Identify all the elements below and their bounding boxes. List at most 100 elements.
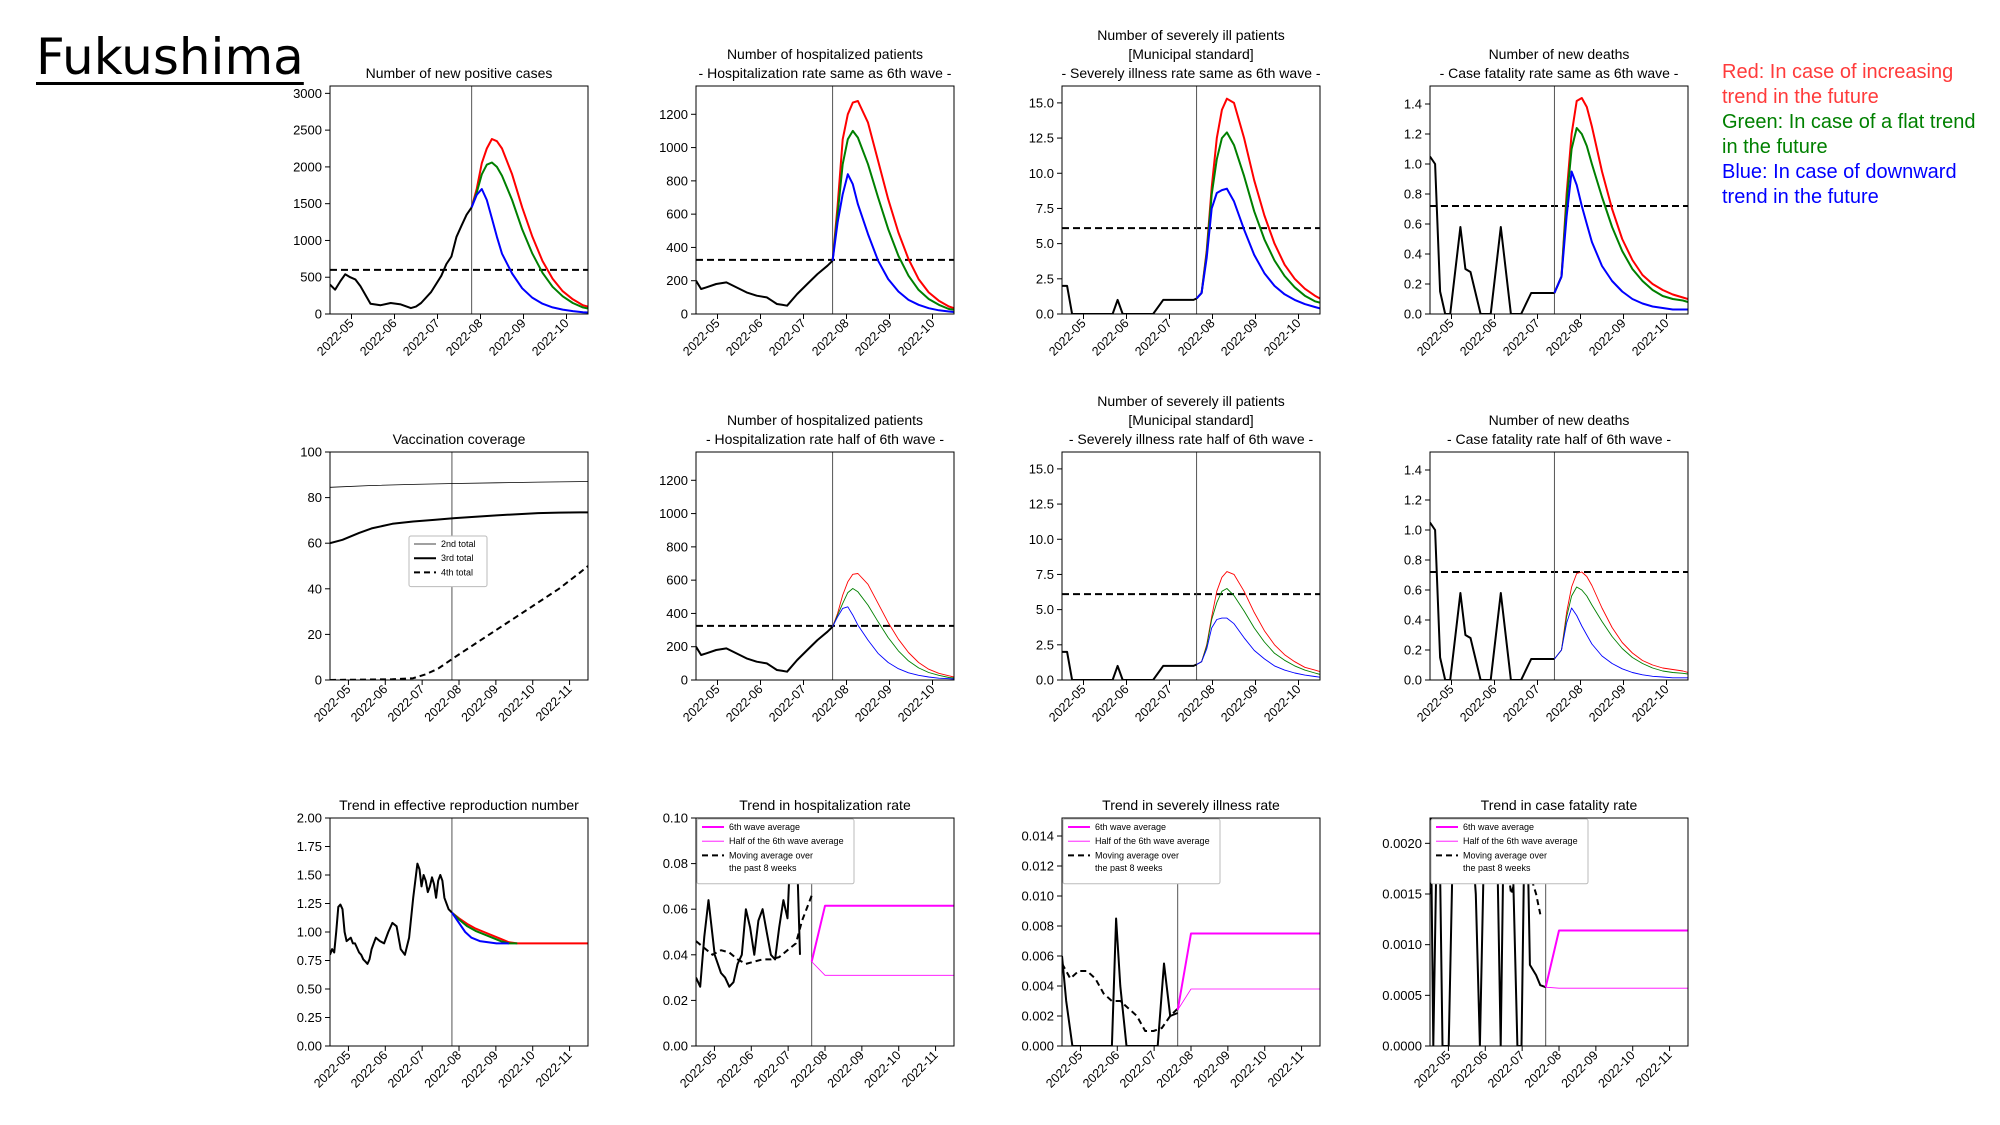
x-tick-label: 2022-10 (495, 682, 537, 724)
x-tick-label: 2022-07 (751, 1048, 793, 1090)
x-tick-label: 2022-10 (1261, 682, 1303, 724)
y-tick-label: 1.4 (1404, 97, 1422, 112)
plot-area (330, 818, 588, 1046)
y-tick-label: 20 (308, 627, 322, 642)
y-tick-label: 0.010 (1021, 889, 1054, 904)
legend-label: Moving average over (729, 850, 813, 860)
y-tick-label: 2500 (293, 123, 322, 138)
x-tick-label: 2022-07 (385, 682, 427, 724)
chart-fatality_rate: Trend in case fatality rate 0.0000 0.0005 0… (1382, 797, 1689, 1091)
series-line-1 (696, 895, 813, 965)
chart-title-line: [Municipal standard] (1128, 46, 1253, 62)
series-line-1 (832, 573, 954, 678)
plot-frame (1061, 85, 1321, 315)
x-tick-label: 2022-10 (1261, 316, 1303, 358)
legend-box (696, 818, 855, 885)
legend-label: the past 8 weeks (729, 863, 797, 873)
y-tick-label: 15.0 (1029, 461, 1054, 476)
legend-label: Half of the 6th wave average (729, 836, 844, 846)
x-tick-label: 2022-06 (1089, 316, 1131, 358)
series-line-1 (1062, 963, 1179, 1032)
x-tick-label: 2022-08 (809, 316, 851, 358)
series-line-2 (1554, 586, 1688, 675)
chart-title-line: Number of new deaths (1489, 412, 1630, 428)
x-tick-label: 2022-08 (1543, 682, 1585, 724)
x-tick-label: 2022-10 (529, 316, 571, 358)
note-green-flat: Green: In case of a flat trend in the fu… (1722, 111, 1976, 158)
y-tick-label: 1.50 (297, 868, 322, 883)
series-line-0 (696, 259, 834, 307)
x-tick-label: 2022-08 (422, 1048, 464, 1090)
y-tick-label: 0.0000 (1382, 1039, 1422, 1054)
legend-label: 6th wave average (1463, 822, 1534, 832)
chart-severe_half: Number of severely ill patients [Municipa… (1029, 393, 1321, 725)
plot-frame (1429, 451, 1689, 681)
x-tick-label: 2022-07 (1500, 316, 1542, 358)
series-line-2 (330, 565, 588, 680)
y-tick-label: 0.0010 (1382, 937, 1422, 952)
x-tick-label: 2022-11 (1265, 1048, 1307, 1090)
y-tick-label: 0.06 (663, 902, 688, 917)
chart-deaths: Number of new deaths - Case fatality rate… (1404, 46, 1689, 359)
series-line-2 (832, 588, 954, 679)
y-tick-label: 400 (666, 606, 688, 621)
x-tick-label: 2022-06 (348, 1048, 390, 1090)
x-tick-label: 2022-09 (1586, 682, 1628, 724)
x-tick-label: 2022-09 (1218, 682, 1260, 724)
x-tick-label: 2022-07 (385, 1048, 427, 1090)
plot-frame (329, 451, 589, 681)
x-tick-label: 2022-08 (1154, 1048, 1196, 1090)
y-tick-label: 10.0 (1029, 166, 1054, 181)
x-tick-label: 2022-07 (1117, 1048, 1159, 1090)
y-tick-label: 1000 (293, 233, 322, 248)
plot-frame (1429, 85, 1689, 315)
chart-title-line: Number of severely ill patients (1097, 393, 1285, 409)
y-tick-label: 1.0 (1404, 523, 1422, 538)
y-tick-label: 5.0 (1036, 602, 1054, 617)
plot-area (1430, 818, 1688, 1046)
y-tick-label: 0.0 (1036, 307, 1054, 322)
x-tick-label: 2022-08 (443, 316, 485, 358)
x-tick-label: 2022-09 (852, 682, 894, 724)
y-tick-label: 10.0 (1029, 532, 1054, 547)
y-tick-label: 0.08 (663, 856, 688, 871)
y-tick-label: 0.8 (1404, 553, 1422, 568)
plot-area (696, 452, 954, 680)
y-tick-label: 1500 (293, 196, 322, 211)
x-tick-label: 2022-10 (861, 1048, 903, 1090)
series-line-3 (1545, 986, 1688, 989)
y-tick-label: 0.014 (1021, 829, 1054, 844)
y-tick-label: 0.012 (1021, 859, 1054, 874)
legend-label: the past 8 weeks (1463, 863, 1531, 873)
series-line-2 (1553, 127, 1688, 303)
y-tick-label: 2.5 (1036, 271, 1054, 286)
x-tick-label: 2022-08 (1522, 1048, 1564, 1090)
legend-label: Moving average over (1095, 850, 1179, 860)
plot-frame (1061, 451, 1321, 681)
series-line-2 (1544, 929, 1688, 988)
series-line-0 (696, 625, 834, 673)
y-tick-label: 1.2 (1404, 127, 1422, 142)
series-line-2 (810, 904, 954, 962)
y-tick-label: 0 (681, 307, 688, 322)
chart-severe_rate: Trend in severely illness rate 0.000 0.002… (1021, 797, 1321, 1091)
legend-label: 3rd total (441, 553, 474, 563)
chart-hosp_half: Number of hospitalized patients - Hospita… (659, 412, 955, 725)
y-tick-label: 1.25 (297, 896, 322, 911)
x-tick-label: 2022-06 (723, 682, 765, 724)
x-tick-label: 2022-07 (1485, 1048, 1527, 1090)
y-tick-label: 0.008 (1021, 919, 1054, 934)
y-tick-label: 800 (666, 173, 688, 188)
legend-box (408, 535, 488, 588)
x-tick-label: 2022-06 (714, 1048, 756, 1090)
series-line-0 (1062, 917, 1179, 1046)
y-tick-label: 0.04 (663, 947, 688, 962)
chart-vacc: Vaccination coverage0204060801002022-052… (300, 431, 589, 725)
plot-area (696, 86, 954, 314)
chart-title-line: Number of hospitalized patients (727, 412, 923, 428)
x-tick-label: 2022-06 (357, 316, 399, 358)
series-line-0 (1062, 650, 1198, 680)
y-tick-label: 5.0 (1036, 236, 1054, 251)
x-tick-label: 2022-08 (1175, 316, 1217, 358)
x-tick-label: 2022-07 (1132, 682, 1174, 724)
